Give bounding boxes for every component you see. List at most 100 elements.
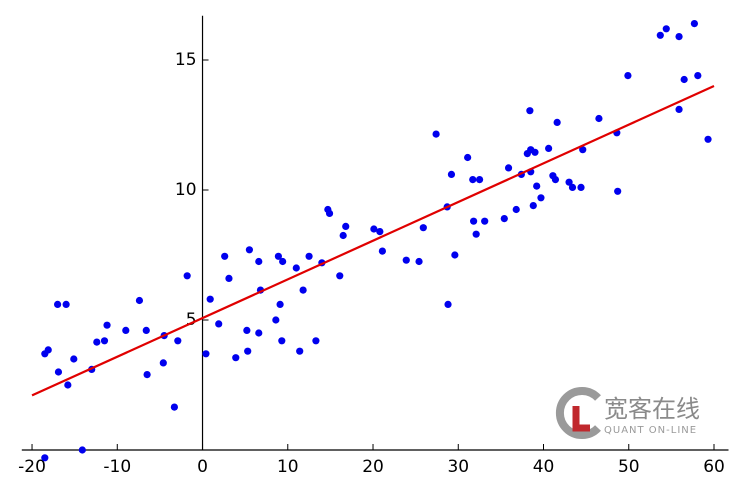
scatter-point xyxy=(100,337,109,345)
x-tick-label: 40 xyxy=(533,457,555,477)
scatter-point xyxy=(299,286,307,294)
x-tick-label: 60 xyxy=(703,457,725,477)
fit-line xyxy=(31,84,715,397)
scatter-point xyxy=(255,329,263,337)
scatter-point xyxy=(62,300,70,308)
scatter-point xyxy=(93,338,101,346)
scatter-point xyxy=(142,326,150,334)
scatter-point xyxy=(243,326,251,334)
x-tick-label: 20 xyxy=(362,457,384,477)
scatter-point xyxy=(690,20,699,28)
scatter-point xyxy=(464,153,472,162)
scatter-point xyxy=(336,272,344,280)
scatter-point xyxy=(533,182,541,190)
scatter-point xyxy=(245,246,254,254)
scatter-point xyxy=(202,350,210,358)
scatter-point xyxy=(305,252,313,260)
y-tick-label: 5 xyxy=(186,310,197,330)
scatter-point xyxy=(415,257,423,266)
watermark-title: 宽客在线 xyxy=(604,395,700,423)
scatter-point xyxy=(656,31,664,39)
scatter-point xyxy=(680,75,688,84)
scatter-point xyxy=(296,347,304,355)
y-tick-label: 10 xyxy=(175,180,197,200)
scatter-point xyxy=(325,209,334,217)
watermark: 宽客在线 QUANT ON-LINE xyxy=(555,387,700,439)
scatter-point xyxy=(276,300,284,308)
scatter-point xyxy=(174,337,182,345)
x-tick-label: 50 xyxy=(618,457,640,477)
x-tick-label: 0 xyxy=(197,457,208,477)
scatter-point xyxy=(312,337,320,345)
scatter-point xyxy=(624,72,632,80)
scatter-point xyxy=(232,354,240,362)
scatter-point xyxy=(553,118,561,126)
scatter-point xyxy=(278,337,286,345)
scatter-point xyxy=(500,215,508,223)
scatter-point xyxy=(244,347,252,355)
scatter-point xyxy=(565,178,573,186)
scatter-point xyxy=(537,194,545,202)
scatter-point xyxy=(376,228,384,236)
scatter-point xyxy=(614,187,622,195)
x-tick-label: -20 xyxy=(18,457,46,477)
scatter-point xyxy=(70,355,78,363)
scatter-point xyxy=(54,300,62,308)
scatter-point xyxy=(159,359,167,367)
watermark-subtitle: QUANT ON-LINE xyxy=(604,425,697,436)
scatter-point xyxy=(41,454,49,462)
scatter-point xyxy=(675,33,683,41)
scatter-point xyxy=(662,25,670,33)
watermark-logo-accent xyxy=(572,406,590,432)
scatter-point xyxy=(675,105,683,113)
scatter-point xyxy=(183,272,191,280)
scatter-point xyxy=(694,72,702,80)
scatter-point xyxy=(206,295,214,303)
scatter-point xyxy=(432,130,440,138)
scatter-point xyxy=(170,403,178,411)
scatter-point xyxy=(444,300,452,308)
scatter-point xyxy=(545,144,553,152)
scatter-point xyxy=(279,257,287,266)
scatter-point xyxy=(378,247,386,255)
scatter-point xyxy=(143,371,151,379)
scatter-point xyxy=(472,230,480,238)
scatter-point xyxy=(551,176,560,184)
scatter-point xyxy=(419,224,427,232)
scatter-point xyxy=(54,368,63,376)
scatter-point xyxy=(103,321,111,329)
y-tick-label: 15 xyxy=(175,50,197,70)
scatter-point xyxy=(402,256,410,264)
scatter-point xyxy=(577,183,585,191)
scatter-point xyxy=(447,170,456,178)
scatter-point xyxy=(44,346,52,354)
scatter-point xyxy=(339,231,347,240)
scatter-point xyxy=(64,381,72,389)
scatter-point xyxy=(78,446,86,454)
scatter-point xyxy=(215,320,223,328)
scatter-point xyxy=(504,164,513,172)
watermark-logo xyxy=(555,387,601,439)
x-tick-label: -10 xyxy=(103,457,131,477)
scatter-point xyxy=(451,251,459,259)
scatter-point xyxy=(531,148,539,156)
scatter-point xyxy=(579,146,587,154)
scatter-point xyxy=(595,114,603,123)
x-tick-label: 10 xyxy=(277,457,299,477)
scatter-point xyxy=(469,176,477,184)
scatter-point xyxy=(342,222,350,230)
scatter-point xyxy=(568,183,577,191)
scatter-point xyxy=(370,225,378,233)
scatter-point xyxy=(475,176,484,184)
scatter-point xyxy=(221,252,229,260)
scatter-point xyxy=(470,217,478,225)
scatter-point xyxy=(481,217,489,225)
x-tick-label: 30 xyxy=(447,457,469,477)
scatter-point xyxy=(122,326,130,334)
scatter-point xyxy=(512,205,520,214)
scatter-point xyxy=(225,274,233,282)
scatter-point xyxy=(529,202,537,210)
scatter-point xyxy=(255,257,263,266)
scatter-point xyxy=(272,316,280,324)
